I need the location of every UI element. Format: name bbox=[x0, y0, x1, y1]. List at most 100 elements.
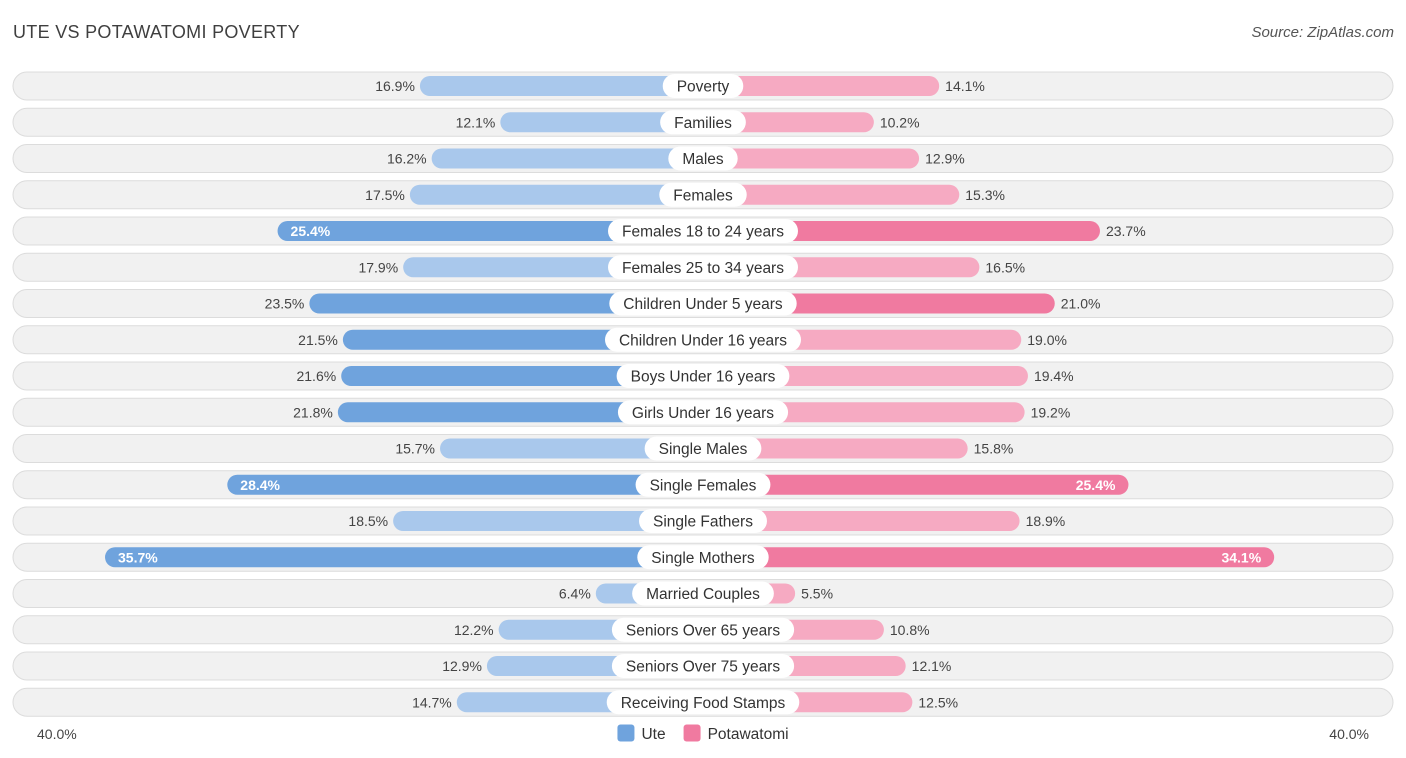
bar-potawatomi bbox=[703, 474, 1129, 495]
category-pill bbox=[637, 545, 769, 570]
category-pill bbox=[611, 654, 795, 678]
value-label-potawatomi: 15.8% bbox=[974, 441, 1014, 457]
value-label-ute: 17.5% bbox=[365, 187, 405, 203]
bar-ute bbox=[409, 184, 703, 205]
bar-ute bbox=[277, 221, 703, 241]
bar-potawatomi bbox=[703, 511, 1020, 531]
category-label: Receiving Food Stamps bbox=[621, 695, 786, 712]
bar-potawatomi bbox=[703, 438, 968, 459]
category-pill bbox=[659, 182, 747, 207]
value-label-potawatomi: 15.3% bbox=[965, 187, 1005, 203]
bar-ute bbox=[337, 402, 703, 423]
category-label: Poverty bbox=[677, 79, 730, 96]
value-label-potawatomi: 18.9% bbox=[1026, 513, 1066, 529]
value-label-potawatomi: 21.0% bbox=[1061, 296, 1101, 312]
category-label: Families bbox=[674, 115, 732, 132]
bar-ute bbox=[341, 366, 703, 386]
category-label: Single Fathers bbox=[653, 514, 753, 531]
category-label: Females 18 to 24 years bbox=[622, 224, 784, 241]
value-label-potawatomi: 23.7% bbox=[1106, 223, 1146, 239]
legend-label-potawatomi: Potawatomi bbox=[708, 726, 789, 743]
bar-ute bbox=[309, 293, 703, 314]
value-label-ute: 35.7% bbox=[118, 549, 158, 565]
value-label-ute: 25.4% bbox=[291, 223, 331, 239]
category-pill bbox=[616, 364, 790, 388]
category-label: Seniors Over 75 years bbox=[626, 659, 780, 676]
value-label-ute: 21.8% bbox=[293, 404, 333, 420]
bar-ute bbox=[500, 112, 703, 133]
value-label-ute: 16.2% bbox=[387, 151, 427, 167]
category-label: Single Males bbox=[659, 441, 748, 458]
value-label-ute: 14.7% bbox=[412, 694, 452, 710]
category-pill bbox=[608, 219, 798, 243]
value-label-potawatomi: 12.9% bbox=[925, 151, 965, 167]
value-label-potawatomi: 12.5% bbox=[918, 694, 958, 710]
value-label-ute: 6.4% bbox=[559, 586, 591, 602]
value-label-potawatomi: 19.0% bbox=[1027, 332, 1067, 348]
value-label-ute: 23.5% bbox=[265, 296, 305, 312]
category-label: Single Females bbox=[650, 477, 757, 494]
value-label-ute: 28.4% bbox=[240, 477, 280, 493]
value-label-potawatomi: 19.2% bbox=[1031, 404, 1071, 420]
category-label: Single Mothers bbox=[651, 550, 755, 567]
chart-source: Source: ZipAtlas.com bbox=[1251, 24, 1394, 41]
value-label-potawatomi: 5.5% bbox=[801, 586, 833, 602]
category-pill bbox=[632, 581, 774, 606]
category-pill bbox=[668, 146, 738, 171]
value-label-potawatomi: 12.1% bbox=[912, 658, 952, 674]
bar-ute bbox=[419, 76, 703, 96]
category-pill bbox=[604, 327, 802, 352]
bar-potawatomi bbox=[703, 148, 920, 169]
category-label: Boys Under 16 years bbox=[631, 369, 776, 386]
bar-potawatomi bbox=[703, 112, 874, 133]
category-pill bbox=[617, 400, 789, 425]
value-label-potawatomi: 19.4% bbox=[1034, 368, 1074, 384]
value-label-potawatomi: 10.8% bbox=[890, 622, 930, 638]
category-label: Females bbox=[673, 187, 733, 204]
category-pill bbox=[644, 436, 762, 461]
category-label: Girls Under 16 years bbox=[632, 405, 774, 422]
value-label-potawatomi: 10.2% bbox=[880, 114, 920, 130]
axis-min-label: 40.0% bbox=[37, 726, 77, 742]
category-label: Males bbox=[682, 151, 724, 168]
value-label-ute: 17.9% bbox=[358, 259, 398, 275]
bar-potawatomi bbox=[703, 76, 940, 96]
legend-swatch-potawatomi bbox=[683, 724, 701, 742]
category-label: Children Under 16 years bbox=[619, 332, 787, 349]
category-label: Seniors Over 65 years bbox=[626, 622, 780, 639]
bar-ute bbox=[393, 511, 703, 531]
legend-label-ute: Ute bbox=[641, 726, 665, 743]
category-pill bbox=[608, 255, 798, 280]
value-label-ute: 21.5% bbox=[298, 332, 338, 348]
value-label-ute: 12.2% bbox=[454, 622, 494, 638]
category-pill bbox=[635, 472, 771, 497]
legend-swatch-ute bbox=[617, 724, 635, 742]
category-pill bbox=[606, 690, 800, 715]
category-label: Children Under 5 years bbox=[623, 296, 783, 313]
value-label-ute: 15.7% bbox=[395, 441, 435, 457]
category-label: Married Couples bbox=[646, 586, 760, 603]
bar-ute bbox=[105, 547, 703, 568]
category-pill bbox=[662, 74, 744, 98]
value-label-potawatomi: 14.1% bbox=[945, 78, 985, 94]
bar-potawatomi bbox=[703, 184, 960, 205]
value-label-ute: 18.5% bbox=[348, 513, 388, 529]
bar-ute bbox=[431, 148, 703, 169]
category-pill bbox=[609, 291, 797, 316]
category-pill bbox=[639, 509, 767, 533]
category-pill bbox=[611, 617, 795, 642]
value-label-ute: 12.9% bbox=[442, 658, 482, 674]
bar-potawatomi bbox=[703, 547, 1275, 568]
value-label-ute: 21.6% bbox=[296, 368, 336, 384]
value-label-ute: 16.9% bbox=[375, 78, 415, 94]
bar-potawatomi bbox=[703, 221, 1100, 241]
value-label-ute: 12.1% bbox=[456, 114, 496, 130]
value-label-potawatomi: 16.5% bbox=[985, 259, 1025, 275]
axis-max-label: 40.0% bbox=[1329, 726, 1369, 742]
chart-title: UTE VS POTAWATOMI POVERTY bbox=[13, 22, 300, 42]
bar-ute bbox=[227, 474, 704, 495]
category-label: Females 25 to 34 years bbox=[622, 260, 784, 277]
bar-ute bbox=[440, 438, 703, 459]
value-label-potawatomi: 25.4% bbox=[1076, 477, 1116, 493]
